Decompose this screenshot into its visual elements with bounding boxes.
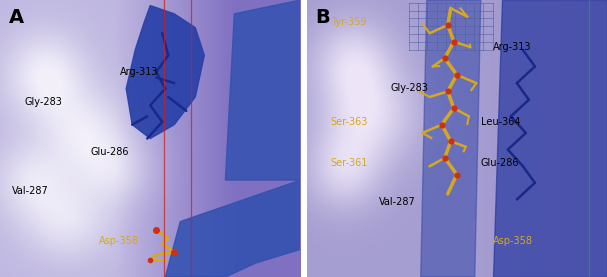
- Polygon shape: [421, 0, 481, 277]
- Text: Gly-283: Gly-283: [391, 83, 429, 93]
- Text: Leu-364: Leu-364: [481, 117, 520, 127]
- Text: Arg-313: Arg-313: [120, 67, 158, 77]
- Text: Val-287: Val-287: [379, 197, 415, 207]
- Text: Gly-283: Gly-283: [24, 97, 62, 107]
- Text: Asp-358: Asp-358: [493, 236, 533, 246]
- Text: Glu-286: Glu-286: [90, 147, 129, 157]
- Text: Glu-286: Glu-286: [481, 158, 520, 168]
- Polygon shape: [493, 0, 607, 277]
- Polygon shape: [126, 6, 205, 138]
- Polygon shape: [165, 180, 300, 277]
- Polygon shape: [225, 0, 300, 180]
- Text: Tyr-359: Tyr-359: [331, 17, 366, 27]
- Text: Ser-361: Ser-361: [331, 158, 368, 168]
- Text: Ser-363: Ser-363: [331, 117, 368, 127]
- Text: Val-287: Val-287: [12, 186, 49, 196]
- Text: Arg-313: Arg-313: [493, 42, 531, 52]
- Text: Asp-358: Asp-358: [99, 236, 139, 246]
- Text: B: B: [316, 8, 330, 27]
- Text: A: A: [9, 8, 24, 27]
